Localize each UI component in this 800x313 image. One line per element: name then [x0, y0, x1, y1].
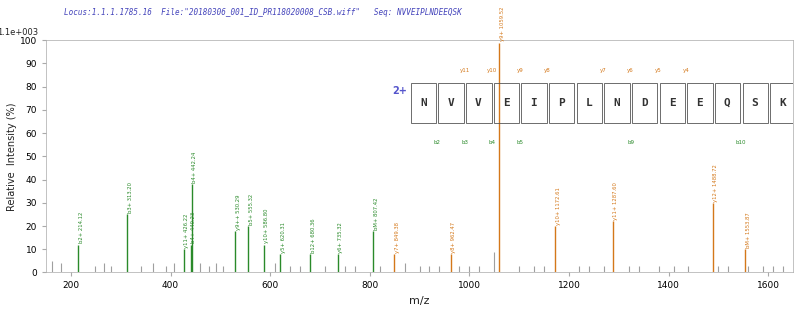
Text: y6+ 735.32: y6+ 735.32: [338, 222, 343, 253]
X-axis label: m/z: m/z: [410, 296, 430, 306]
Bar: [687, 83, 713, 123]
Text: V: V: [475, 98, 482, 108]
Text: y8+ 962.47: y8+ 962.47: [451, 222, 456, 253]
Text: y5+ 620.31: y5+ 620.31: [281, 222, 286, 253]
Bar: [494, 83, 519, 123]
Text: y10+ 1172.61: y10+ 1172.61: [556, 187, 561, 225]
Text: Locus:1.1.1.1785.16  File:"20180306_001_ID_PR118020008_CSB.wiff"   Seq: NVVEIPLN: Locus:1.1.1.1785.16 File:"20180306_001_I…: [64, 8, 462, 17]
Bar: [770, 83, 795, 123]
Text: b9: b9: [627, 140, 634, 145]
Text: b4: b4: [489, 140, 496, 145]
Text: bM+ 1553.87: bM+ 1553.87: [746, 212, 751, 248]
Text: b2: b2: [434, 140, 441, 145]
Bar: [549, 83, 574, 123]
Text: y5: y5: [655, 68, 662, 73]
Text: 1.1e+003: 1.1e+003: [0, 28, 38, 37]
Bar: [466, 83, 491, 123]
Text: b3: b3: [462, 140, 468, 145]
Bar: [742, 83, 768, 123]
Text: E: E: [669, 98, 675, 108]
Text: 2+: 2+: [392, 86, 407, 96]
Text: b4+ 442.24: b4+ 442.24: [192, 152, 198, 183]
Text: D: D: [641, 98, 648, 108]
Text: y6: y6: [627, 68, 634, 73]
Text: N: N: [420, 98, 426, 108]
Text: N: N: [614, 98, 620, 108]
Text: E: E: [696, 98, 703, 108]
Text: y7+ 849.38: y7+ 849.38: [395, 222, 400, 253]
Text: y11: y11: [459, 68, 470, 73]
Text: Q: Q: [724, 98, 730, 108]
Text: y12+ 1488.72: y12+ 1488.72: [714, 164, 718, 202]
Text: b5+ 555.32: b5+ 555.32: [249, 194, 254, 225]
Text: b4+ 440.23: b4+ 440.23: [191, 212, 196, 244]
Text: K: K: [779, 98, 786, 108]
Text: E: E: [503, 98, 510, 108]
Text: y9+ 1059.52: y9+ 1059.52: [500, 7, 505, 41]
Bar: [438, 83, 464, 123]
Text: y4: y4: [682, 68, 690, 73]
Text: y11+ 1287.60: y11+ 1287.60: [614, 182, 618, 220]
Text: b10: b10: [736, 140, 746, 145]
Text: b2+ 214.12: b2+ 214.12: [78, 212, 84, 244]
Text: y10+ 586.80: y10+ 586.80: [264, 209, 270, 244]
Y-axis label: Relative  Intensity (%): Relative Intensity (%): [7, 102, 17, 211]
Bar: [659, 83, 685, 123]
Text: V: V: [447, 98, 454, 108]
Bar: [632, 83, 658, 123]
Text: b12+ 680.36: b12+ 680.36: [311, 218, 316, 253]
Bar: [715, 83, 740, 123]
Text: bM+ 807.42: bM+ 807.42: [374, 197, 379, 229]
Text: y11+ 426.22: y11+ 426.22: [184, 213, 190, 248]
Bar: [522, 83, 547, 123]
Text: y8: y8: [544, 68, 551, 73]
Bar: [577, 83, 602, 123]
Text: b3+ 313.20: b3+ 313.20: [128, 182, 133, 213]
Text: y10: y10: [487, 68, 498, 73]
Text: L: L: [586, 98, 593, 108]
Text: y7: y7: [599, 68, 606, 73]
Bar: [411, 83, 436, 123]
Text: P: P: [558, 98, 565, 108]
Bar: [604, 83, 630, 123]
Text: y9++ 530.29: y9++ 530.29: [236, 194, 241, 229]
Text: S: S: [751, 98, 758, 108]
Text: y9: y9: [517, 68, 523, 73]
Text: b5: b5: [517, 140, 523, 145]
Text: I: I: [530, 98, 538, 108]
